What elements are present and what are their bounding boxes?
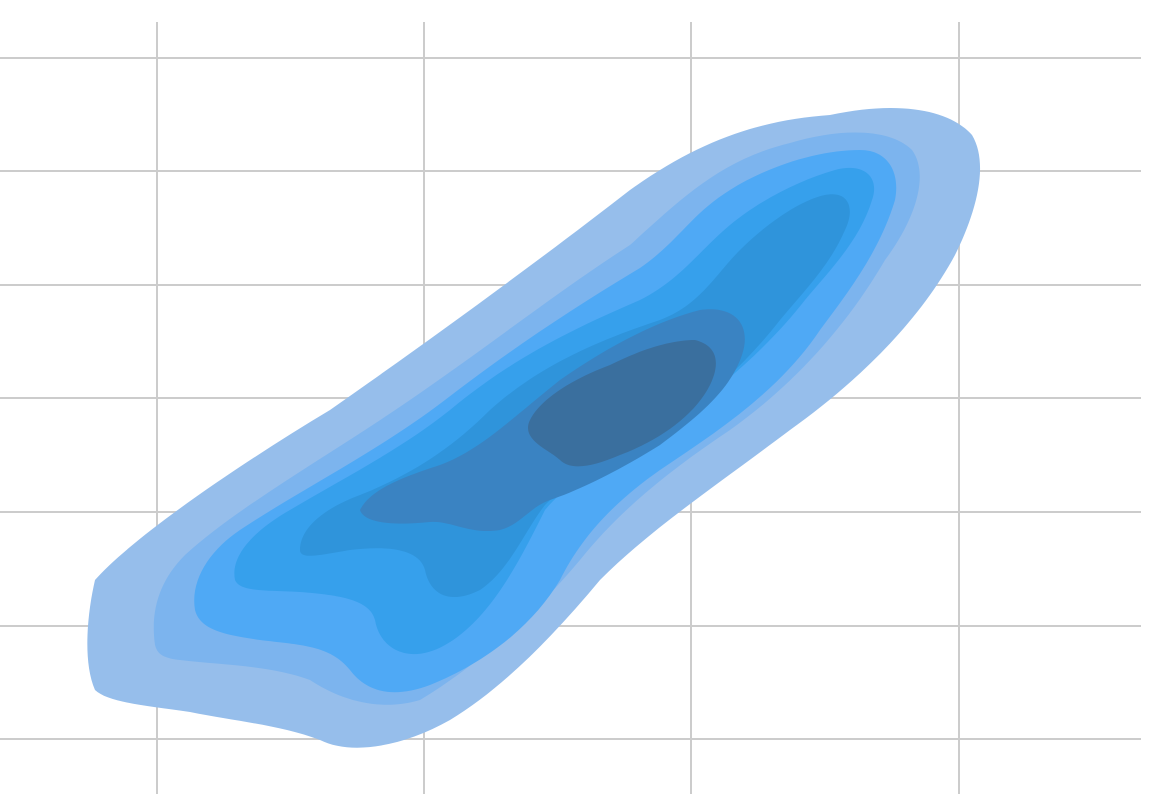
density-contour-level-7 — [527, 340, 716, 467]
density-contours — [87, 107, 981, 748]
